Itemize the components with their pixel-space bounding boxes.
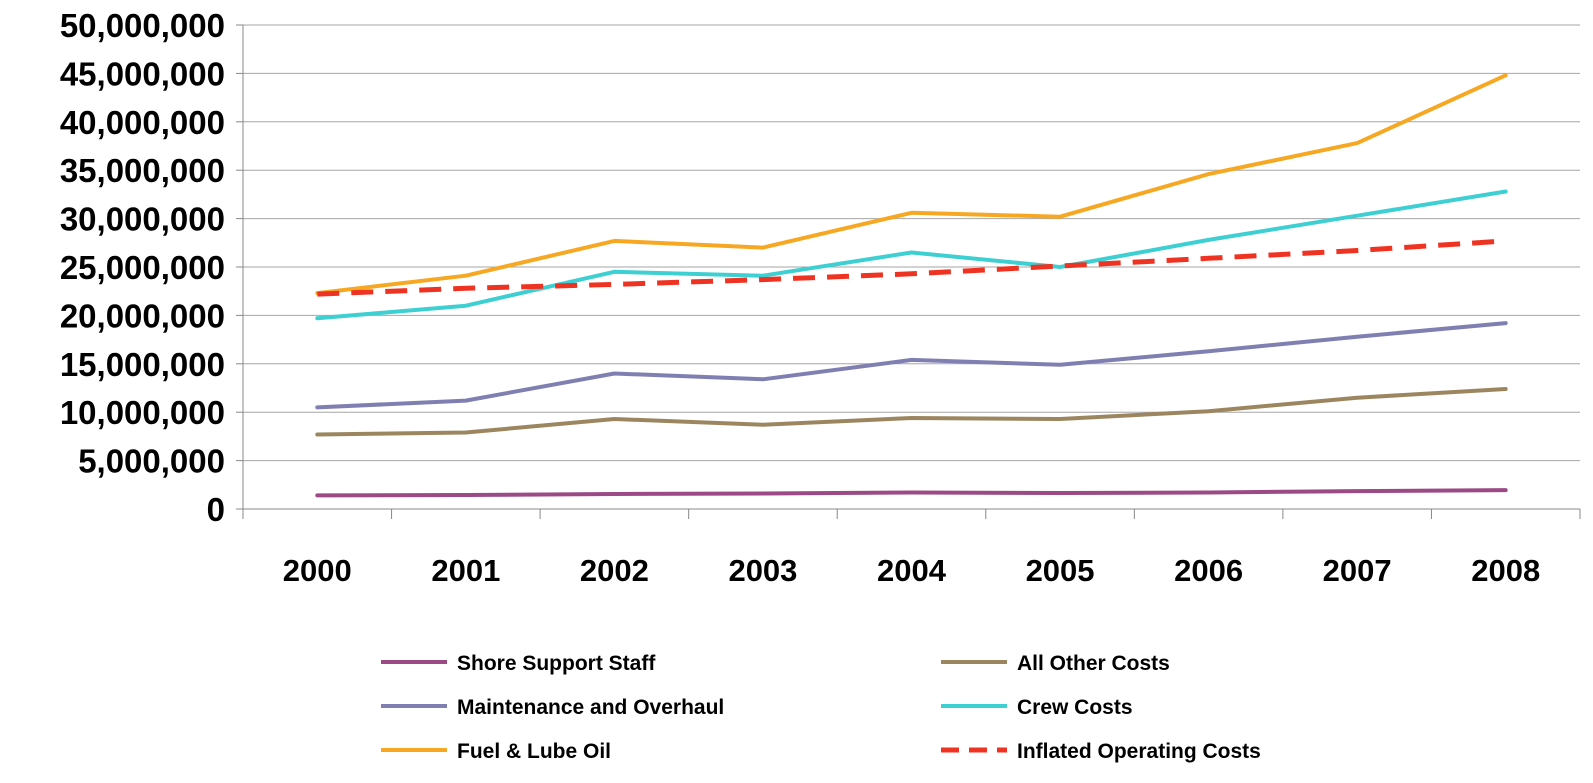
y-tick-label: 35,000,000: [60, 152, 225, 189]
y-tick-label: 40,000,000: [60, 104, 225, 141]
x-tick-label: 2007: [1323, 553, 1392, 588]
legend: Shore Support Staff All Other Costs Mainte…: [381, 652, 1261, 763]
grid-lines: [243, 24, 1580, 462]
x-tick-label: 2003: [728, 553, 797, 588]
series-line-inflated-operating-costs: [317, 238, 1506, 297]
legend-label-all-other-costs: All Other Costs: [1017, 652, 1170, 675]
x-tick-label: 2000: [283, 553, 352, 588]
series-line-shore-support-staff: [315, 488, 1508, 498]
y-tick-label: 0: [207, 491, 225, 528]
series-line-fuel-lube-oil: [315, 73, 1508, 296]
x-tick-label: 2006: [1174, 553, 1243, 588]
y-tick-label: 10,000,000: [60, 394, 225, 431]
y-tick-label: 30,000,000: [60, 201, 225, 238]
series-line-crew-costs: [315, 189, 1508, 321]
series-line-maintenance-and-overhaul: [315, 321, 1508, 410]
y-tick-label: 45,000,000: [60, 55, 225, 92]
y-axis-tick-labels: 0 5,000,000 10,000,000 15,000,000 20,000,000…: [60, 7, 225, 528]
x-axis-tick-labels: 2000 2001 2002 2003 2004 2005 2006 2007 2008: [283, 553, 1540, 588]
legend-label-crew-costs: Crew Costs: [1017, 696, 1133, 719]
x-tick-label: 2001: [431, 553, 500, 588]
series-line-all-other-costs: [315, 387, 1508, 437]
x-tick-label: 2005: [1026, 553, 1095, 588]
y-tick-label: 25,000,000: [60, 249, 225, 286]
y-tick-label: 20,000,000: [60, 297, 225, 334]
y-tick-label: 15,000,000: [60, 346, 225, 383]
legend-label-shore-support-staff: Shore Support Staff: [457, 652, 656, 675]
legend-label-fuel-lube-oil: Fuel & Lube Oil: [457, 740, 611, 763]
axes: [236, 24, 1581, 519]
x-tick-label: 2002: [580, 553, 649, 588]
y-tick-label: 5,000,000: [78, 443, 225, 480]
legend-label-inflated-operating-costs: Inflated Operating Costs: [1017, 740, 1261, 763]
x-tick-label: 2008: [1471, 553, 1540, 588]
legend-label-maintenance-and-overhaul: Maintenance and Overhaul: [457, 696, 724, 719]
series-lines: [315, 73, 1508, 498]
y-tick-label: 50,000,000: [60, 7, 225, 44]
x-tick-label: 2004: [877, 553, 947, 588]
